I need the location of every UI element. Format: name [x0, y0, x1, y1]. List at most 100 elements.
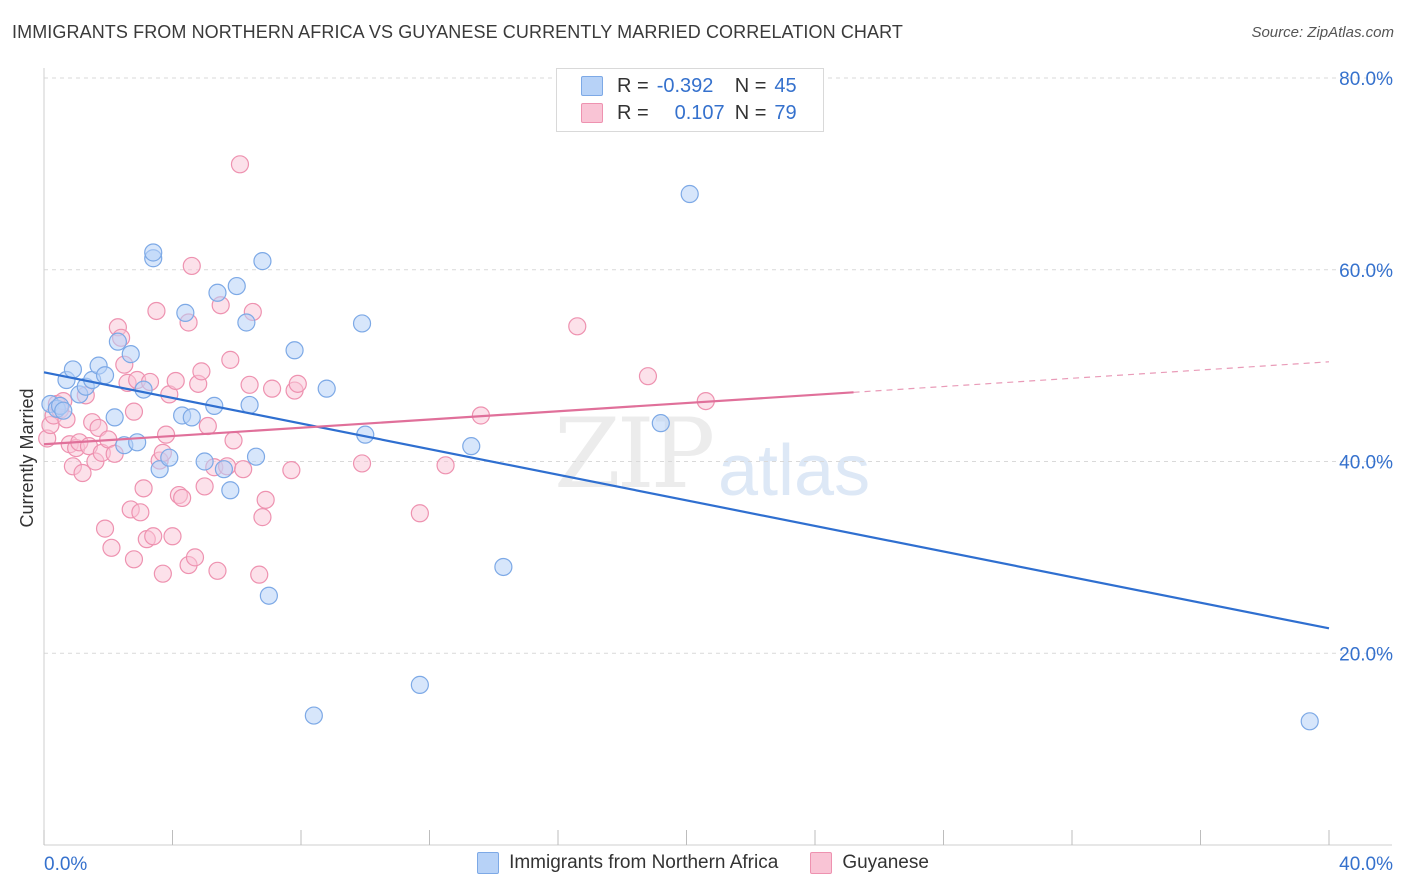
r-label: R = — [617, 101, 649, 124]
guyanese-point — [95, 519, 115, 538]
northern-africa-point — [208, 283, 227, 302]
guyanese-point — [163, 527, 182, 546]
legend-label-northern-africa: Immigrants from Northern Africa — [509, 852, 779, 873]
northern-africa-point — [494, 557, 513, 577]
source-label: Source: ZipAtlas.com — [1251, 24, 1394, 41]
guyanese-point — [192, 362, 211, 381]
guyanese-point — [195, 477, 214, 496]
guyanese-point — [224, 431, 243, 450]
northern-africa-point — [134, 380, 153, 399]
n-label: N = — [734, 74, 767, 97]
guyanese-point — [262, 379, 282, 398]
r-label: R = — [617, 74, 649, 97]
northern-africa-point — [410, 675, 429, 694]
guyanese-point — [250, 565, 269, 584]
chart-title: IMMIGRANTS FROM NORTHERN AFRICA VS GUYAN… — [12, 22, 903, 42]
northern-africa-point — [214, 460, 233, 479]
series-legend: Immigrants from Northern Africa Guyanese — [0, 852, 1406, 874]
guyanese-point — [221, 350, 240, 369]
northern-africa-point — [105, 408, 124, 427]
legend-label-guyanese: Guyanese — [842, 852, 929, 873]
stats-row-pink: R = 0.107 N = 79 — [581, 100, 797, 126]
guyanese-point — [568, 317, 587, 336]
guyanese-point — [436, 456, 455, 475]
northern-africa-point — [95, 366, 115, 385]
northern-africa-trend-line — [43, 371, 1330, 630]
northern-africa-point — [1300, 712, 1319, 731]
guyanese-trend-line — [43, 391, 854, 446]
axis-layer — [43, 68, 1392, 846]
guyanese-points — [38, 155, 715, 584]
guyanese-point — [282, 461, 301, 480]
guyanese-point — [156, 425, 176, 444]
guyanese-point — [73, 463, 92, 483]
x-tick-label: 40.0% — [1339, 854, 1393, 875]
northern-africa-point — [221, 481, 240, 500]
guyanese-point — [208, 561, 227, 580]
northern-africa-point — [352, 314, 372, 333]
y-tick-label: 80.0% — [1339, 69, 1393, 90]
guyanese-point — [253, 508, 272, 527]
stats-legend: R = -0.392 N = 45 R = 0.107 N = 79 — [556, 68, 824, 132]
y-tick-label: 20.0% — [1339, 644, 1393, 665]
guyanese-trend-extension — [853, 361, 1330, 393]
y-tick-label: 40.0% — [1339, 453, 1393, 474]
guyanese-point — [198, 416, 217, 436]
legend-item-northern-africa: Immigrants from Northern Africa — [477, 852, 778, 874]
guyanese-point — [102, 538, 121, 557]
guyanese-point — [230, 155, 250, 174]
northern-africa-point — [195, 452, 214, 471]
watermark-zip: ZIP — [554, 398, 715, 510]
blue-n-value: 45 — [774, 74, 797, 97]
pink-swatch — [581, 103, 603, 123]
trend-lines — [43, 361, 1330, 630]
legend-item-guyanese: Guyanese — [810, 852, 929, 874]
northern-africa-point — [176, 303, 195, 322]
northern-africa-point — [54, 401, 73, 420]
northern-africa-point — [680, 184, 699, 204]
watermark-atlas: atlas — [718, 431, 871, 511]
northern-africa-point — [317, 379, 336, 398]
guyanese-point — [153, 564, 172, 583]
pink-r-value: 0.107 — [674, 101, 725, 124]
legend-swatch-pink — [810, 852, 833, 874]
y-axis-title: Currently Married — [17, 388, 37, 527]
northern-africa-point — [227, 276, 246, 296]
guyanese-point — [182, 256, 201, 276]
northern-africa-point — [63, 360, 83, 379]
northern-africa-point — [240, 395, 259, 415]
northern-africa-point — [651, 414, 670, 433]
guyanese-point — [147, 301, 166, 321]
blue-r-value: -0.392 — [656, 74, 714, 97]
northern-africa-point — [285, 341, 304, 360]
northern-africa-point — [304, 706, 323, 725]
guyanese-point — [173, 488, 192, 508]
guyanese-point — [185, 548, 205, 567]
northern-africa-point — [462, 437, 481, 456]
stats-row-blue: R = -0.392 N = 45 — [581, 73, 797, 99]
guyanese-point — [124, 550, 144, 569]
northern-africa-point — [108, 332, 127, 351]
n-label: N = — [734, 101, 767, 124]
legend-swatch-blue — [477, 852, 500, 874]
guyanese-point — [234, 460, 253, 479]
northern-africa-point — [237, 313, 256, 332]
northern-africa-point — [128, 433, 147, 452]
guyanese-point — [288, 374, 307, 393]
northern-africa-point — [182, 408, 201, 427]
guyanese-point — [638, 367, 658, 386]
guyanese-point — [144, 527, 163, 546]
northern-africa-point — [259, 586, 278, 605]
blue-swatch — [581, 76, 603, 96]
northern-africa-point — [246, 447, 266, 466]
guyanese-point — [124, 402, 144, 421]
x-tick-label: 0.0% — [44, 854, 87, 875]
tick-labels: 20.0% 40.0% 60.0% 80.0% 0.0% 40.0% Currently M… — [17, 69, 1393, 875]
northern-africa-points — [41, 184, 1319, 731]
northern-africa-point — [144, 243, 163, 262]
guyanese-point — [410, 504, 429, 523]
northern-africa-point — [121, 345, 140, 364]
northern-africa-point — [160, 448, 179, 467]
y-tick-label: 60.0% — [1339, 261, 1393, 282]
